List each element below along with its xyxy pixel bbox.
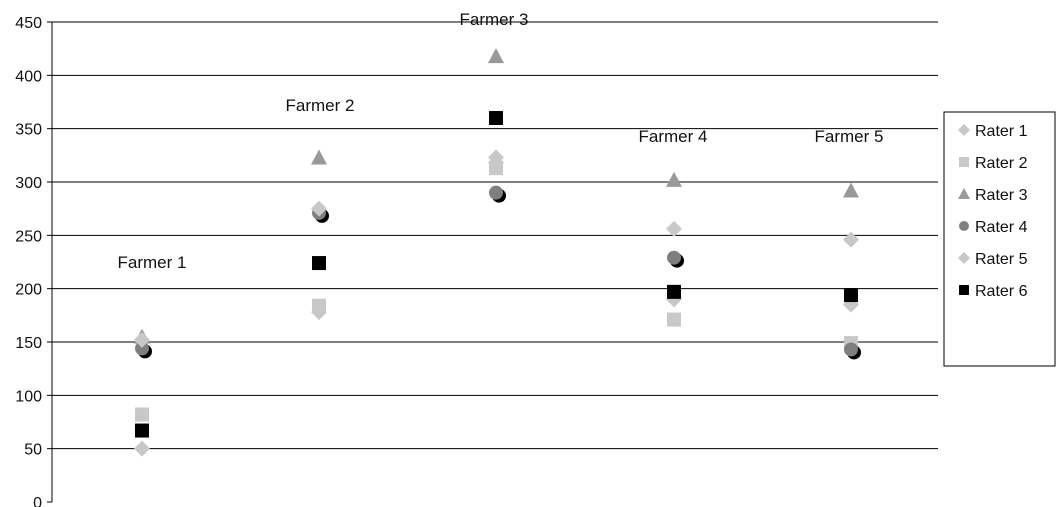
category-label: Farmer 3	[460, 10, 529, 29]
category-label: Farmer 5	[815, 127, 884, 146]
y-tick-label: 50	[24, 442, 42, 459]
gridlines	[52, 21, 938, 450]
point-rater-5	[134, 331, 150, 348]
legend-box	[943, 111, 1056, 367]
point-rater-4	[844, 342, 858, 357]
y-axis: 0 50 100 150 200 250 300 350 400 450	[15, 15, 53, 507]
point-rater-6	[312, 256, 326, 271]
legend-marker-rater-6	[959, 285, 969, 295]
y-tick-label: 400	[15, 68, 42, 85]
category-labels: Farmer 1 Farmer 2 Farmer 3 Farmer 4 Farmer 5	[118, 10, 884, 272]
point-rater-6	[844, 288, 858, 303]
point-rater-4	[667, 250, 681, 265]
point-rater-3	[311, 149, 327, 165]
legend: Rater 1 Rater 2 Rater 3 Rater 4 Rater 5 Rater…	[943, 111, 1056, 367]
legend-label: Rater 3	[975, 187, 1028, 204]
point-rater-1	[134, 440, 150, 457]
legend-marker-rater-5	[958, 252, 970, 264]
point-rater-5	[843, 231, 859, 248]
y-tick-label: 350	[15, 122, 42, 139]
y-tick-label: 250	[15, 228, 42, 245]
legend-marker-rater-2	[959, 157, 969, 167]
category-label: Farmer 4	[639, 127, 708, 146]
category-label: Farmer 1	[118, 253, 187, 272]
y-tick-label: 100	[15, 388, 42, 405]
point-rater-2	[312, 298, 326, 313]
point-rater-6	[489, 111, 503, 125]
y-tick-label: 150	[15, 335, 42, 352]
data-points	[134, 48, 861, 457]
legend-label: Rater 4	[975, 219, 1028, 236]
legend-label: Rater 6	[975, 283, 1028, 300]
legend-label: Rater 1	[975, 123, 1028, 140]
y-tick-label: 0	[33, 495, 42, 507]
point-rater-4	[489, 185, 503, 200]
y-tick-label: 450	[15, 15, 42, 32]
point-rater-5	[311, 200, 327, 217]
point-rater-6	[135, 423, 149, 438]
point-rater-2	[135, 407, 149, 422]
legend-marker-rater-1	[958, 124, 970, 136]
legend-marker-rater-4	[959, 221, 969, 231]
point-rater-2	[667, 312, 681, 327]
category-label: Farmer 2	[286, 96, 355, 115]
y-tick-label: 300	[15, 175, 42, 192]
point-rater-2	[489, 161, 503, 176]
point-rater-4	[135, 341, 149, 356]
point-rater-3	[666, 171, 682, 187]
legend-marker-rater-3	[958, 188, 970, 199]
legend-label: Rater 5	[975, 251, 1028, 268]
y-tick-label: 200	[15, 282, 42, 299]
point-rater-5	[488, 149, 504, 166]
legend-label: Rater 2	[975, 155, 1028, 172]
point-rater-3	[843, 182, 859, 198]
point-rater-6	[667, 284, 681, 299]
point-rater-3	[488, 48, 504, 64]
point-rater-5	[666, 220, 682, 237]
